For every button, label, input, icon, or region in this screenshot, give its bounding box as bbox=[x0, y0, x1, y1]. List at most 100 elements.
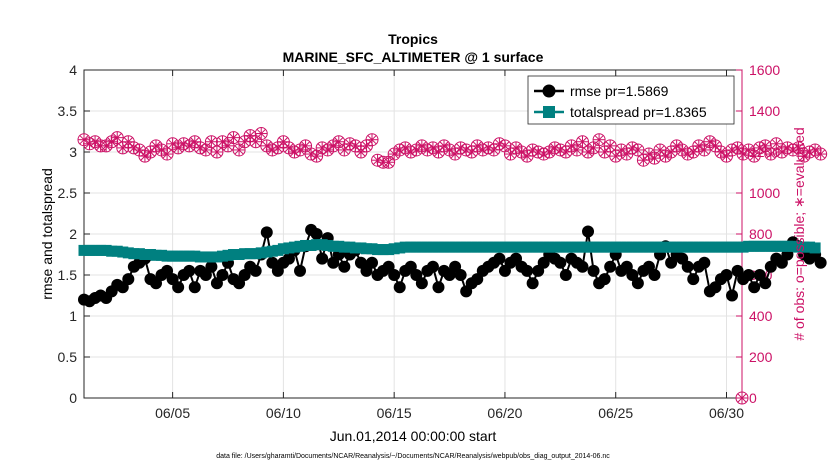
totalspread-point bbox=[560, 241, 572, 253]
obs-point-spoke bbox=[511, 143, 521, 153]
totalspread-point bbox=[637, 241, 649, 253]
totalspread-point bbox=[604, 241, 616, 253]
obs-evaluated-point bbox=[814, 147, 828, 161]
x-tick-label: 06/05 bbox=[155, 405, 190, 421]
totalspread-point bbox=[488, 241, 500, 253]
totalspread-point bbox=[305, 239, 317, 251]
obs-evaluated-point bbox=[747, 149, 761, 163]
totalspread-point bbox=[737, 241, 749, 253]
obs-point-spoke bbox=[367, 135, 377, 145]
totalspread-point bbox=[499, 241, 511, 253]
x-tick-label: 06/20 bbox=[487, 405, 522, 421]
legend-rmse-label: rmse pr=1.5869 bbox=[570, 83, 669, 99]
rmse-point bbox=[720, 269, 733, 281]
totalspread-point bbox=[676, 241, 688, 253]
obs-point-spoke bbox=[107, 137, 117, 147]
obs-point-spoke bbox=[278, 137, 288, 147]
totalspread-point bbox=[549, 241, 561, 253]
obs-point-spoke bbox=[323, 145, 333, 155]
obs-evaluated-point bbox=[647, 151, 661, 165]
obs-point-spoke bbox=[90, 137, 100, 147]
totalspread-point bbox=[493, 241, 505, 253]
totalspread-point bbox=[133, 248, 145, 260]
totalspread-point bbox=[167, 250, 179, 262]
totalspread-point bbox=[421, 241, 433, 253]
totalspread-point bbox=[327, 240, 339, 252]
totalspread-point bbox=[178, 250, 190, 262]
obs-point-spoke bbox=[400, 143, 410, 153]
obs-point-spoke bbox=[577, 137, 588, 147]
totalspread-point bbox=[621, 241, 633, 253]
totalspread-point bbox=[355, 242, 367, 254]
totalspread-point bbox=[444, 241, 456, 253]
totalspread-point bbox=[615, 241, 627, 253]
rmse-point bbox=[493, 252, 506, 265]
totalspread-point bbox=[255, 247, 267, 259]
obs-evaluated-point bbox=[232, 143, 246, 157]
y-tick-label-left: 0 bbox=[69, 390, 77, 406]
totalspread-point bbox=[216, 250, 228, 262]
obs-point-spoke bbox=[350, 141, 360, 151]
y-axis-right-label: # of obs: o=possible; ∗=evaluated bbox=[791, 127, 807, 340]
obs-point-spoke bbox=[262, 141, 272, 151]
totalspread-point bbox=[239, 248, 251, 260]
totalspread-point bbox=[405, 241, 417, 253]
y-tick-label-left: 2.5 bbox=[58, 185, 78, 201]
totalspread-point bbox=[250, 248, 262, 260]
totalspread-point bbox=[471, 241, 483, 253]
obs-point-spoke bbox=[644, 149, 654, 159]
totalspread-point bbox=[682, 241, 694, 253]
rmse-point bbox=[648, 269, 661, 281]
totalspread-point bbox=[416, 241, 428, 253]
x-tick-label: 06/30 bbox=[709, 405, 744, 421]
rmse-point bbox=[814, 256, 827, 269]
totalspread-point bbox=[288, 241, 300, 253]
rmse-point bbox=[698, 256, 711, 269]
totalspread-point bbox=[139, 249, 151, 260]
obs-point-spoke bbox=[389, 149, 399, 159]
totalspread-point bbox=[720, 241, 732, 253]
totalspread-point bbox=[776, 240, 788, 252]
y-tick-label-right: 800 bbox=[749, 226, 773, 242]
totalspread-point bbox=[427, 241, 439, 253]
obs-evaluated-point bbox=[249, 135, 263, 149]
obs-point-spoke bbox=[793, 143, 804, 153]
totalspread-point bbox=[183, 250, 195, 262]
obs-evaluated-point bbox=[221, 139, 235, 153]
chart-subtitle: MARINE_SFC_ALTIMETER @ 1 surface bbox=[283, 49, 544, 65]
obs-point-spoke bbox=[655, 145, 665, 155]
x-tick-label: 06/25 bbox=[598, 405, 633, 421]
obs-point-spoke bbox=[771, 139, 781, 149]
obs-point-spoke bbox=[616, 145, 626, 155]
totalspread-point bbox=[150, 249, 162, 261]
rmse-point bbox=[598, 273, 611, 286]
obs-point-spoke bbox=[766, 149, 776, 159]
totalspread-point bbox=[266, 245, 278, 257]
totalspread-point bbox=[787, 240, 799, 252]
totalspread-point bbox=[571, 241, 583, 253]
obs-point-spoke bbox=[228, 133, 239, 143]
totalspread-point bbox=[244, 248, 256, 260]
obs-point-spoke bbox=[694, 141, 704, 151]
obs-evaluated-point bbox=[110, 131, 124, 145]
totalspread-point bbox=[222, 249, 234, 261]
totalspread-point bbox=[626, 241, 638, 253]
totalspread-point bbox=[687, 241, 699, 253]
rmse-point bbox=[587, 264, 600, 277]
obs-evaluated-point bbox=[515, 145, 529, 159]
obs-point-spoke bbox=[212, 147, 222, 157]
totalspread-point bbox=[510, 241, 522, 253]
obs-point-spoke bbox=[633, 145, 643, 155]
obs-evaluated-point bbox=[160, 147, 174, 161]
y-tick-label-right: 400 bbox=[749, 308, 773, 324]
totalspread-point bbox=[228, 249, 240, 260]
series-layer bbox=[77, 127, 828, 405]
rmse-point bbox=[604, 260, 617, 273]
rmse-point bbox=[310, 228, 323, 240]
grid bbox=[84, 70, 742, 398]
obs-evaluated-point bbox=[603, 139, 617, 153]
rmse-point bbox=[188, 281, 201, 294]
totalspread-point bbox=[338, 241, 350, 253]
chart-title: Tropics bbox=[388, 31, 438, 47]
